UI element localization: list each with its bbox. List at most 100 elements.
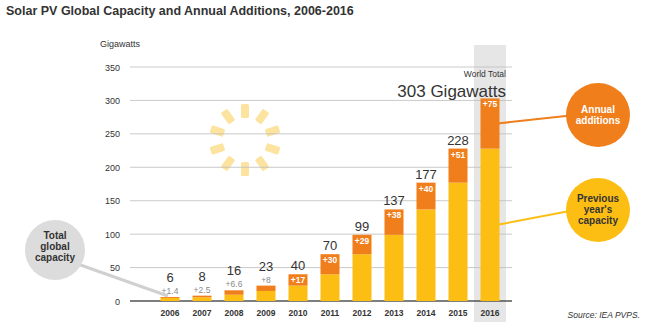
bar-segment [353,254,372,301]
y-axis: 0 50 100 150 200 250 300 350 [105,63,512,307]
y-tick-label: 50 [110,263,120,273]
sun-icon [210,104,281,176]
chart: Solar PV Global Capacity and Annual Addi… [0,0,651,335]
bar-segment [321,254,340,274]
source: Source: IEA PVPS. [568,310,640,320]
bar-segment [161,298,180,301]
y-tick-label: 0 [115,297,120,307]
callout-line: capacity [35,252,75,263]
title: Solar PV Global Capacity and Annual Addi… [6,4,354,18]
y-tick-label: 200 [105,163,120,173]
addition-label: +38 [387,210,402,220]
callout-line: Previous [577,193,620,204]
addition-label: +2.5 [194,285,211,295]
bar-segment [289,274,308,285]
total-label: 228 [447,133,469,148]
bar-segment [417,183,436,210]
addition-label: +17 [291,275,306,285]
sun-ray [241,162,249,176]
bar-segment [193,296,212,298]
grid-line [130,67,512,68]
addition-label: +29 [355,236,370,246]
bar-segment [481,98,500,148]
bar-segment [353,235,372,254]
x-tick-label: 2013 [385,308,404,318]
sun-ray [255,109,270,125]
x-tick-label: 2011 [321,308,340,318]
bar-segment [481,149,500,301]
y-tick-label: 300 [105,96,120,106]
total-label: 6 [166,270,173,285]
addition-label: +8 [261,275,271,285]
callout-pointer [72,262,168,296]
sun-ray [210,143,226,155]
legend-circle [566,83,630,147]
bar-segment [225,290,244,294]
annotation: 303 Gigawatts [397,82,506,101]
x-tick-label: 2006 [161,308,180,318]
legend-entry: Annualadditions [576,104,621,126]
callout-line: Total [43,230,66,241]
bars [161,98,500,301]
y-axis-label: Gigawatts [100,39,141,49]
total-label: 16 [227,263,241,278]
y-tick-label: 350 [105,63,120,73]
bar-segment [257,286,276,291]
x-tick-label: 2010 [289,308,308,318]
sun-ray [255,155,270,171]
total-label: 8 [198,269,205,284]
legend-entry: Previousyear'scapacity [577,193,620,226]
sun-ray [210,125,226,137]
annotation: World Total [464,69,506,79]
sun-ray [265,125,281,137]
addition-label: +30 [323,255,338,265]
total-label: 137 [383,193,405,208]
callout-line: additions [576,115,621,126]
annotation: Totalglobalcapacity [35,230,75,263]
bar-segment [225,295,244,301]
bar-segment [417,209,436,301]
addition-label: +40 [419,184,434,194]
bar-segment [385,235,404,301]
y-tick-label: 250 [105,129,120,139]
callout-pointer [498,115,576,123]
y-tick-label: 150 [105,196,120,206]
addition-label: +6.6 [226,279,243,289]
callout-line: global [40,241,70,252]
data-labels: +1.4+2.5+6.6+8+17+30+29+38+40+51+7568162… [162,99,498,296]
callout-circle [25,220,85,280]
x-tick-label: 2009 [257,308,276,318]
sun-ray [221,109,236,125]
x-tick-label: 2012 [353,308,372,318]
total-label: 177 [415,167,437,182]
total-label: 40 [291,258,305,273]
total-label: 23 [259,259,273,274]
bar-segment [449,149,468,183]
bar-segment [289,286,308,301]
x-tick-label: 2007 [193,308,212,318]
y-axis-line [130,67,131,301]
bar-segment [321,274,340,301]
x-tick-label: 2015 [449,308,468,318]
x-tick-label: 2014 [417,308,436,318]
x-tick-label: 2008 [225,308,244,318]
legend-circle [566,178,630,242]
callout-line: Annual [581,104,615,115]
callout-pointer [498,210,576,225]
bar-segment [449,183,468,301]
bar-segment [257,291,276,301]
sun-ray [265,143,281,155]
addition-label: +51 [451,150,466,160]
callouts: TotalglobalcapacityPreviousyear'scapacit… [25,83,630,296]
sun-ray [241,104,249,118]
sun-ray [221,155,236,171]
total-label: 70 [323,238,337,253]
x-tick-label: 2016 [481,308,500,318]
y-tick-label: 100 [105,230,120,240]
bar-segment [385,209,404,234]
bar-segment [161,296,180,298]
total-label: 99 [355,219,369,234]
bar-segment [193,297,212,301]
callout-line: capacity [578,215,618,226]
callout-line: year's [584,204,613,215]
